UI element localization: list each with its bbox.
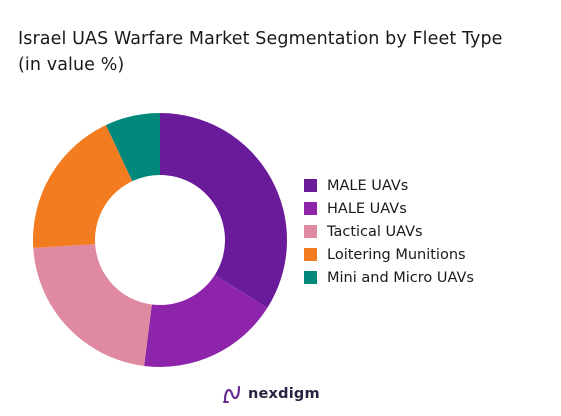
nexdigm-logo-icon	[223, 385, 241, 403]
legend-label-male-uavs: MALE UAVs	[327, 177, 409, 194]
legend-item-mini-and-micro-uavs: Mini and Micro UAVs	[304, 266, 474, 289]
legend-swatch-tactical-uavs	[304, 225, 317, 238]
donut-slice-mini-and-micro-uavs	[105, 113, 160, 182]
legend-item-male-uavs: MALE UAVs	[304, 174, 474, 197]
chart-title-line-2: (in value %)	[18, 55, 125, 75]
chart-title-line-1: Israel UAS Warfare Market Segmentation b…	[18, 29, 503, 49]
brand: nexdigm	[221, 383, 320, 405]
legend-swatch-hale-uavs	[304, 202, 317, 215]
legend-swatch-loitering-munitions	[304, 248, 317, 261]
donut-slice-loitering-munitions	[33, 125, 133, 248]
donut-slice-tactical-uavs	[33, 244, 152, 366]
legend-label-loitering-munitions: Loitering Munitions	[327, 246, 466, 263]
legend-item-loitering-munitions: Loitering Munitions	[304, 243, 474, 266]
chart-legend: MALE UAVs HALE UAVs Tactical UAVs Loitering…	[304, 174, 474, 289]
legend-label-hale-uavs: HALE UAVs	[327, 200, 407, 217]
donut-slice-male-uavs	[160, 113, 287, 309]
donut-slice-hale-uavs	[144, 274, 268, 367]
legend-item-hale-uavs: HALE UAVs	[304, 197, 474, 220]
legend-label-tactical-uavs: Tactical UAVs	[327, 223, 423, 240]
chart-title: Israel UAS Warfare Market Segmentation b…	[18, 26, 558, 78]
brand-name: nexdigm	[248, 386, 320, 402]
legend-swatch-male-uavs	[304, 179, 317, 192]
legend-label-mini-and-micro-uavs: Mini and Micro UAVs	[327, 269, 474, 286]
legend-item-tactical-uavs: Tactical UAVs	[304, 220, 474, 243]
legend-swatch-mini-and-micro-uavs	[304, 271, 317, 284]
